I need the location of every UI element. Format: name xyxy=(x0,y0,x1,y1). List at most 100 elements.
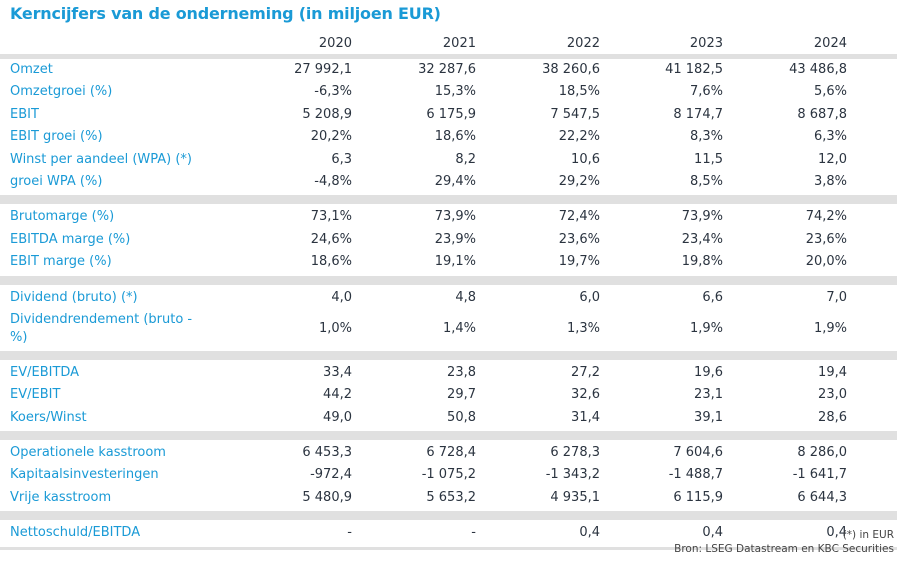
table-row: Kapitaalsinvesteringen -972,4 -1 075,2 -1 3… xyxy=(0,464,897,486)
section-divider xyxy=(0,275,897,285)
row-label: groei WPA (%) xyxy=(10,173,103,189)
header-row: 2020 2021 2022 2023 2024 xyxy=(0,34,897,54)
cell-value: 3,8% xyxy=(813,173,847,189)
cell-value: 7 604,6 xyxy=(673,445,723,461)
cell-value: -6,3% xyxy=(314,84,352,100)
cell-value: 6,3 xyxy=(331,151,352,167)
table-row: Dividendrendement (bruto - %) 1,0% 1,4% 1,3… xyxy=(0,309,897,349)
cell-value: 73,9% xyxy=(681,209,723,225)
cell-value: 27,2 xyxy=(571,364,600,380)
cell-value: 43 486,8 xyxy=(789,62,847,77)
cell-value: 4,0 xyxy=(331,289,352,305)
year-header: 2023 xyxy=(689,36,723,51)
cell-value: 8,3% xyxy=(689,129,723,145)
cell-value: 29,4% xyxy=(434,173,476,189)
cell-value: 23,4% xyxy=(681,231,723,247)
cell-value: 7,0 xyxy=(826,289,847,305)
year-header: 2020 xyxy=(318,36,352,51)
cell-value: 6,6 xyxy=(702,289,723,305)
cell-value: 29,7 xyxy=(447,387,476,403)
cell-value: 23,8 xyxy=(447,364,476,380)
cell-value: 23,9% xyxy=(434,231,476,247)
cell-value: 20,0% xyxy=(805,254,847,270)
cell-value: 18,5% xyxy=(558,84,600,100)
table-row: EBIT marge (%) 18,6% 19,1% 19,7% 19,8% 20,0% xyxy=(0,251,897,273)
table-row: EBIT groei (%) 20,2% 18,6% 22,2% 8,3% 6,3% xyxy=(0,126,897,148)
cell-value: 11,5 xyxy=(694,151,723,167)
cell-value: 1,9% xyxy=(689,320,723,336)
cell-value: 1,3% xyxy=(566,320,600,336)
key-figures-table: 2020 2021 2022 2023 2024 Omzet 27 992,1 32 287,… xyxy=(0,34,897,550)
section-divider xyxy=(0,431,897,441)
cell-value: 50,8 xyxy=(447,409,476,425)
table-row: EV/EBITDA 33,4 23,8 27,2 19,6 19,4 xyxy=(0,362,897,384)
table-row: EV/EBIT 44,2 29,7 32,6 23,1 23,0 xyxy=(0,384,897,406)
row-label: Kapitaalsinvesteringen xyxy=(10,467,159,483)
row-label: EBIT xyxy=(10,106,39,122)
cell-value: - xyxy=(347,525,352,541)
cell-value: -1 075,2 xyxy=(421,467,476,483)
cell-value: 24,6% xyxy=(310,231,352,247)
table-row: EBIT 5 208,9 6 175,9 7 547,5 8 174,7 8 687,8 xyxy=(0,104,897,126)
page-title: Kerncijfers van de onderneming (in miljo… xyxy=(10,4,441,23)
cell-value: 6 115,9 xyxy=(673,489,723,505)
section-divider xyxy=(0,511,897,521)
cell-value: 39,1 xyxy=(694,409,723,425)
cell-value: 5,6% xyxy=(813,84,847,100)
table-row: Operationele kasstroom 6 453,3 6 728,4 6 27… xyxy=(0,442,897,464)
year-header: 2022 xyxy=(566,36,600,51)
table-row: Brutomarge (%) 73,1% 73,9% 72,4% 73,9% 74,2% xyxy=(0,206,897,228)
cell-value: 33,4 xyxy=(323,364,352,380)
year-header: 2024 xyxy=(813,36,847,51)
cell-value: 49,0 xyxy=(323,409,352,425)
cell-value: 6 728,4 xyxy=(426,445,476,461)
table-row: Vrije kasstroom 5 480,9 5 653,2 4 935,1 6 11… xyxy=(0,487,897,509)
section-divider xyxy=(0,195,897,205)
table-row: Dividend (bruto) (*) 4,0 4,8 6,0 6,6 7,0 xyxy=(0,287,897,309)
row-label: Brutomarge (%) xyxy=(10,209,115,225)
cell-value: 12,0 xyxy=(818,151,847,167)
cell-value: 23,6% xyxy=(805,231,847,247)
cell-value: 74,2% xyxy=(805,209,847,225)
table-row: groei WPA (%) -4,8% 29,4% 29,2% 8,5% 3,8% xyxy=(0,171,897,193)
cell-value: 44,2 xyxy=(323,387,352,403)
table-row: Koers/Winst 49,0 50,8 31,4 39,1 28,6 xyxy=(0,407,897,429)
row-label: EBITDA marge (%) xyxy=(10,231,131,247)
cell-value: 73,9% xyxy=(434,209,476,225)
table-row: Omzet 27 992,1 32 287,6 38 260,6 41 182,5 43 … xyxy=(0,59,897,81)
cell-value: 32 287,6 xyxy=(418,62,476,77)
cell-value: -972,4 xyxy=(310,467,352,483)
row-label: EV/EBIT xyxy=(10,387,61,403)
row-label: Omzetgroei (%) xyxy=(10,84,113,100)
header-divider xyxy=(0,54,897,59)
cell-value: 19,6 xyxy=(694,364,723,380)
cell-value: 32,6 xyxy=(571,387,600,403)
cell-value: 6 453,3 xyxy=(302,445,352,461)
table-row: Winst per aandeel (WPA) (*) 6,3 8,2 10,6 11,… xyxy=(0,149,897,171)
cell-value: 23,6% xyxy=(558,231,600,247)
cell-value: 7 547,5 xyxy=(550,106,600,122)
cell-value: 73,1% xyxy=(310,209,352,225)
row-label: Koers/Winst xyxy=(10,409,87,425)
cell-value: 4 935,1 xyxy=(550,489,600,505)
cell-value: 8 174,7 xyxy=(673,106,723,122)
cell-value: 19,1% xyxy=(434,254,476,270)
cell-value: 1,9% xyxy=(813,320,847,336)
table-row: Nettoschuld/EBITDA - - 0,4 0,4 0,4 xyxy=(0,522,897,544)
cell-value: 0,4 xyxy=(579,525,600,541)
cell-value: 23,1 xyxy=(694,387,723,403)
cell-value: 8,5% xyxy=(689,173,723,189)
row-label: Nettoschuld/EBITDA xyxy=(10,525,141,541)
row-label: EBIT marge (%) xyxy=(10,254,112,270)
year-header: 2021 xyxy=(442,36,476,51)
table-row: Omzetgroei (%) -6,3% 15,3% 18,5% 7,6% 5,6% xyxy=(0,81,897,103)
cell-value: 15,3% xyxy=(434,84,476,100)
cell-value: 38 260,6 xyxy=(542,62,600,77)
cell-value: 6,0 xyxy=(579,289,600,305)
table-row: EBITDA marge (%) 24,6% 23,9% 23,6% 23,4% 23,6… xyxy=(0,229,897,251)
table-bottom-border xyxy=(0,546,897,550)
row-label: Dividendrendement (bruto - %) xyxy=(10,311,193,345)
row-label: Winst per aandeel (WPA) (*) xyxy=(10,151,192,167)
cell-value: 4,8 xyxy=(455,289,476,305)
cell-value: 6 175,9 xyxy=(426,106,476,122)
